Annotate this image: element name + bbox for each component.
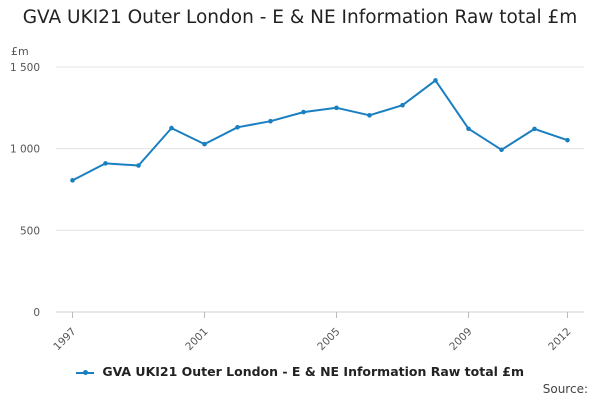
series-line: [71, 79, 569, 182]
x-tick-label: 2005: [315, 326, 342, 353]
y-axis-unit-label: £m: [11, 45, 29, 58]
y-tick-label: 1 500: [10, 62, 40, 74]
y-tick-label: 1 000: [10, 144, 40, 156]
data-point: [202, 141, 207, 147]
data-point: [532, 126, 537, 132]
data-point: [70, 178, 75, 183]
x-tick-label: 1997: [51, 326, 78, 353]
legend[interactable]: GVA UKI21 Outer London - E & NE Informat…: [0, 364, 600, 379]
data-point: [169, 125, 174, 131]
data-point: [136, 163, 141, 168]
y-tick-label: 500: [20, 225, 40, 237]
data-point: [466, 126, 471, 132]
data-point: [103, 161, 108, 166]
chart-title: GVA UKI21 Outer London - E & NE Informat…: [22, 7, 578, 28]
legend-series-label: GVA UKI21 Outer London - E & NE Informat…: [102, 364, 525, 379]
data-point: [400, 102, 405, 108]
data-point: [301, 109, 306, 115]
x-tick-label: 2012: [546, 326, 573, 353]
data-point: [235, 124, 240, 130]
data-point: [499, 147, 504, 153]
data-point: [433, 78, 438, 83]
data-point: [367, 113, 372, 118]
x-tick-label: 2009: [447, 326, 474, 353]
source-label: Source:: [542, 382, 588, 396]
x-tick-label: 2001: [183, 326, 210, 353]
data-point: [268, 118, 273, 124]
data-point: [565, 137, 570, 143]
data-point: [334, 105, 339, 111]
legend-line-marker-icon: [75, 368, 94, 378]
y-tick-label: 0: [33, 307, 40, 319]
